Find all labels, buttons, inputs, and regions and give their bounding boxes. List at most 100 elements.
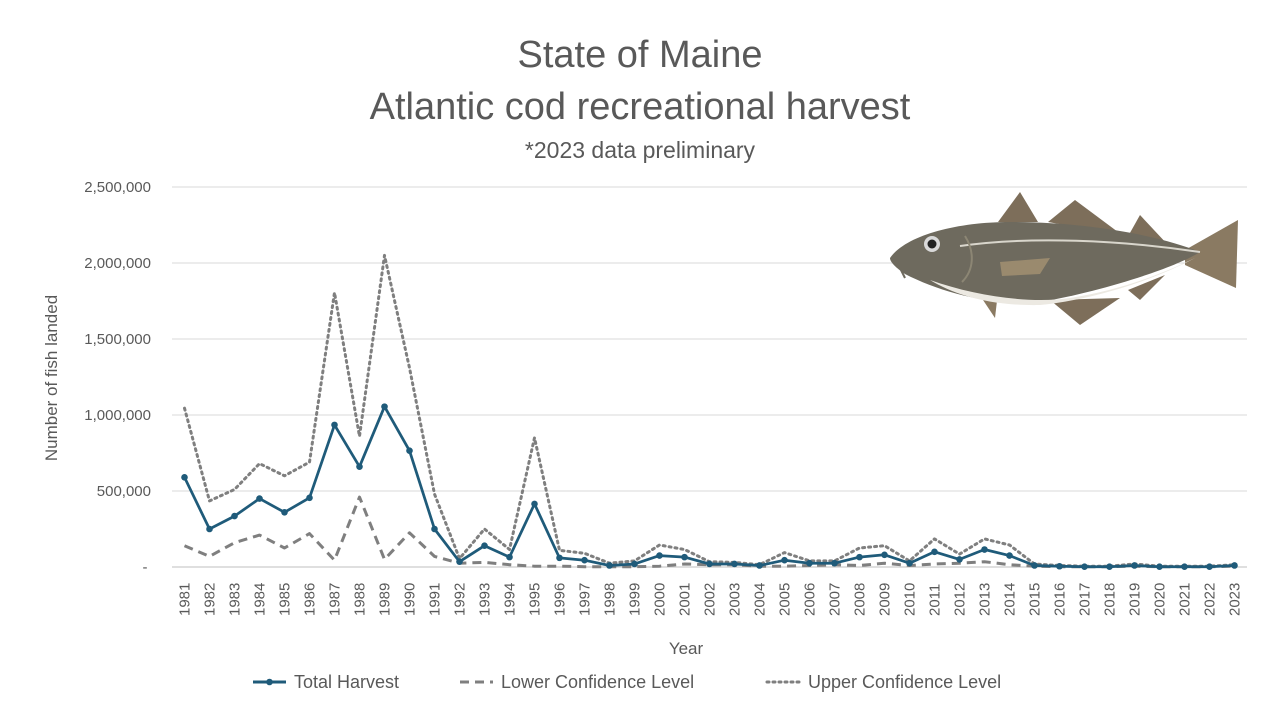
- x-tick-label: 1993: [477, 583, 494, 616]
- data-point: [731, 560, 738, 568]
- data-point: [206, 525, 213, 533]
- y-tick-label: 2,500,000: [84, 179, 151, 196]
- x-tick-label: 1996: [552, 583, 569, 616]
- x-tick-label: 1999: [627, 583, 644, 616]
- x-tick-label: 2014: [1002, 583, 1019, 616]
- x-tick-label: 2017: [1077, 583, 1094, 616]
- chart-title-line-1: State of Maine: [517, 34, 763, 76]
- atlantic-cod-illustration: [890, 192, 1238, 325]
- data-point: [581, 556, 588, 564]
- x-tick-label: 2018: [1102, 583, 1119, 616]
- data-point: [981, 546, 988, 553]
- data-point: [1131, 562, 1138, 569]
- data-point: [1081, 563, 1088, 570]
- x-tick-label: 1981: [177, 583, 194, 616]
- legend: Total Harvest Lower Confidence Level Upper…: [253, 672, 1001, 692]
- data-point: [881, 551, 888, 559]
- data-point: [681, 553, 688, 561]
- data-point: [456, 558, 463, 565]
- data-point: [1106, 563, 1113, 570]
- data-point: [431, 525, 438, 533]
- x-tick-label: 1997: [577, 583, 594, 616]
- data-point: [831, 559, 838, 567]
- data-point: [956, 556, 963, 563]
- x-tick-label: 2010: [902, 583, 919, 616]
- data-point: [1031, 562, 1038, 569]
- x-tick-label: 2022: [1202, 583, 1219, 616]
- y-axis-ticks: - 500,000 1,000,000 1,500,000 2,000,000 2,500…: [84, 179, 151, 576]
- data-point: [481, 542, 488, 550]
- x-tick-label: 1990: [402, 583, 419, 616]
- data-point: [1206, 563, 1213, 570]
- x-tick-label: 2019: [1127, 583, 1144, 616]
- x-tick-label: 1992: [452, 583, 469, 616]
- y-tick-label: 500,000: [97, 483, 151, 500]
- y-tick-label: 2,000,000: [84, 255, 151, 272]
- x-tick-label: 2002: [702, 583, 719, 616]
- data-point: [756, 562, 763, 569]
- legend-label: Total Harvest: [294, 672, 399, 692]
- legend-label: Lower Confidence Level: [501, 672, 694, 692]
- legend-label: Upper Confidence Level: [808, 672, 1001, 692]
- y-tick-label: 1,500,000: [84, 331, 151, 348]
- x-tick-label: 2020: [1152, 583, 1169, 616]
- data-series: [181, 253, 1238, 570]
- data-point: [281, 508, 288, 516]
- x-tick-label: 1994: [502, 583, 519, 616]
- series-line-lower-confidence-level: [183, 495, 1235, 569]
- data-point: [1181, 563, 1188, 570]
- data-point: [906, 559, 913, 567]
- x-axis-ticks: 1981 1982 1983 1984 1985 1986 1987 1988 1989 1990…: [177, 583, 1244, 616]
- x-tick-label: 1989: [377, 583, 394, 616]
- data-point: [556, 554, 563, 562]
- data-point: [181, 474, 188, 481]
- x-tick-label: 1986: [302, 583, 319, 616]
- x-tick-label: 2006: [802, 583, 819, 616]
- x-tick-label: 1988: [352, 583, 369, 616]
- data-point: [1231, 562, 1238, 569]
- x-tick-label: 1985: [277, 583, 294, 616]
- data-point: [231, 512, 238, 520]
- data-point: [306, 494, 313, 502]
- data-point: [656, 552, 663, 559]
- data-point: [1006, 552, 1013, 559]
- x-tick-label: 2005: [777, 583, 794, 616]
- data-point: [531, 500, 538, 508]
- x-tick-label: 1983: [227, 583, 244, 616]
- data-point: [606, 562, 613, 569]
- data-point: [931, 548, 938, 556]
- x-tick-label: 2007: [827, 583, 844, 616]
- data-point: [806, 559, 813, 567]
- data-point: [381, 403, 388, 410]
- x-tick-label: 2015: [1027, 583, 1044, 616]
- x-tick-label: 2012: [952, 583, 969, 616]
- data-point: [1056, 562, 1063, 570]
- y-axis-title: Number of fish landed: [42, 295, 61, 461]
- chart-subtitle: *2023 data preliminary: [524, 137, 756, 163]
- x-tick-label: 1991: [427, 583, 444, 616]
- y-tick-label: 1,000,000: [84, 407, 151, 424]
- x-tick-label: 2016: [1052, 583, 1069, 616]
- x-tick-label: 2001: [677, 583, 694, 616]
- data-point: [506, 553, 513, 561]
- y-tick-label: -: [143, 559, 148, 576]
- chart-title-line-2: Atlantic cod recreational harvest: [369, 86, 911, 128]
- data-point: [781, 556, 788, 564]
- x-tick-label: 1984: [252, 583, 269, 616]
- x-tick-label: 1998: [602, 583, 619, 616]
- x-tick-label: 2013: [977, 583, 994, 616]
- series-line-total-harvest: [183, 405, 1235, 569]
- x-tick-label: 2000: [652, 583, 669, 616]
- data-point: [256, 495, 263, 502]
- data-point: [331, 421, 338, 429]
- data-point: [856, 553, 863, 561]
- x-tick-label: 2011: [927, 584, 944, 616]
- x-tick-label: 2008: [852, 583, 869, 616]
- data-point: [706, 560, 713, 568]
- x-tick-label: 2023: [1227, 583, 1244, 616]
- legend-marker: [266, 678, 273, 686]
- data-point: [1156, 563, 1163, 570]
- x-tick-label: 2003: [727, 583, 744, 616]
- x-tick-label: 1987: [327, 583, 344, 616]
